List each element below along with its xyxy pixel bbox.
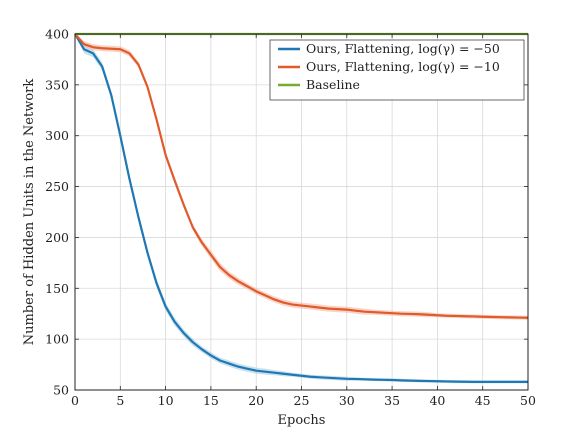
y-tick-label: 200 — [45, 230, 69, 245]
legend: Ours, Flattening, log(γ) = −50 Ours, Flat… — [269, 39, 525, 101]
x-tick-label: 15 — [203, 393, 219, 408]
legend-label: Ours, Flattening, log(γ) = −50 — [306, 41, 500, 56]
x-tick-label: 25 — [294, 393, 310, 408]
legend-label: Baseline — [306, 77, 360, 92]
x-axis-label: Epochs — [278, 413, 326, 428]
y-tick-label: 350 — [45, 77, 69, 92]
x-tick-label: 20 — [248, 393, 264, 408]
y-tick-label: 150 — [45, 281, 69, 296]
x-tick-label: 10 — [158, 393, 174, 408]
x-tick-label: 5 — [116, 393, 124, 408]
y-tick-label: 50 — [53, 383, 69, 398]
y-tick-label: 250 — [45, 179, 69, 194]
x-tick-label: 35 — [384, 393, 400, 408]
legend-label: Ours, Flattening, log(γ) = −10 — [306, 59, 500, 74]
y-tick-label: 400 — [45, 27, 69, 42]
series-line-1 — [74, 33, 528, 383]
legend-box — [269, 39, 525, 101]
x-tick-label: 50 — [520, 393, 536, 408]
series-line-2 — [74, 33, 529, 319]
axis-ticks: 0 5 10 15 20 25 30 35 40 45 50 50 100 150 200 250 300 350… — [45, 27, 536, 409]
x-tick-label: 40 — [429, 393, 445, 408]
x-tick-label: 45 — [475, 393, 491, 408]
y-axis-label: Number of Hidden Units in the Network — [22, 79, 37, 346]
y-tick-label: 300 — [45, 128, 69, 143]
y-tick-label: 100 — [45, 332, 69, 347]
x-tick-label: 30 — [339, 393, 355, 408]
x-tick-label: 0 — [71, 393, 79, 408]
